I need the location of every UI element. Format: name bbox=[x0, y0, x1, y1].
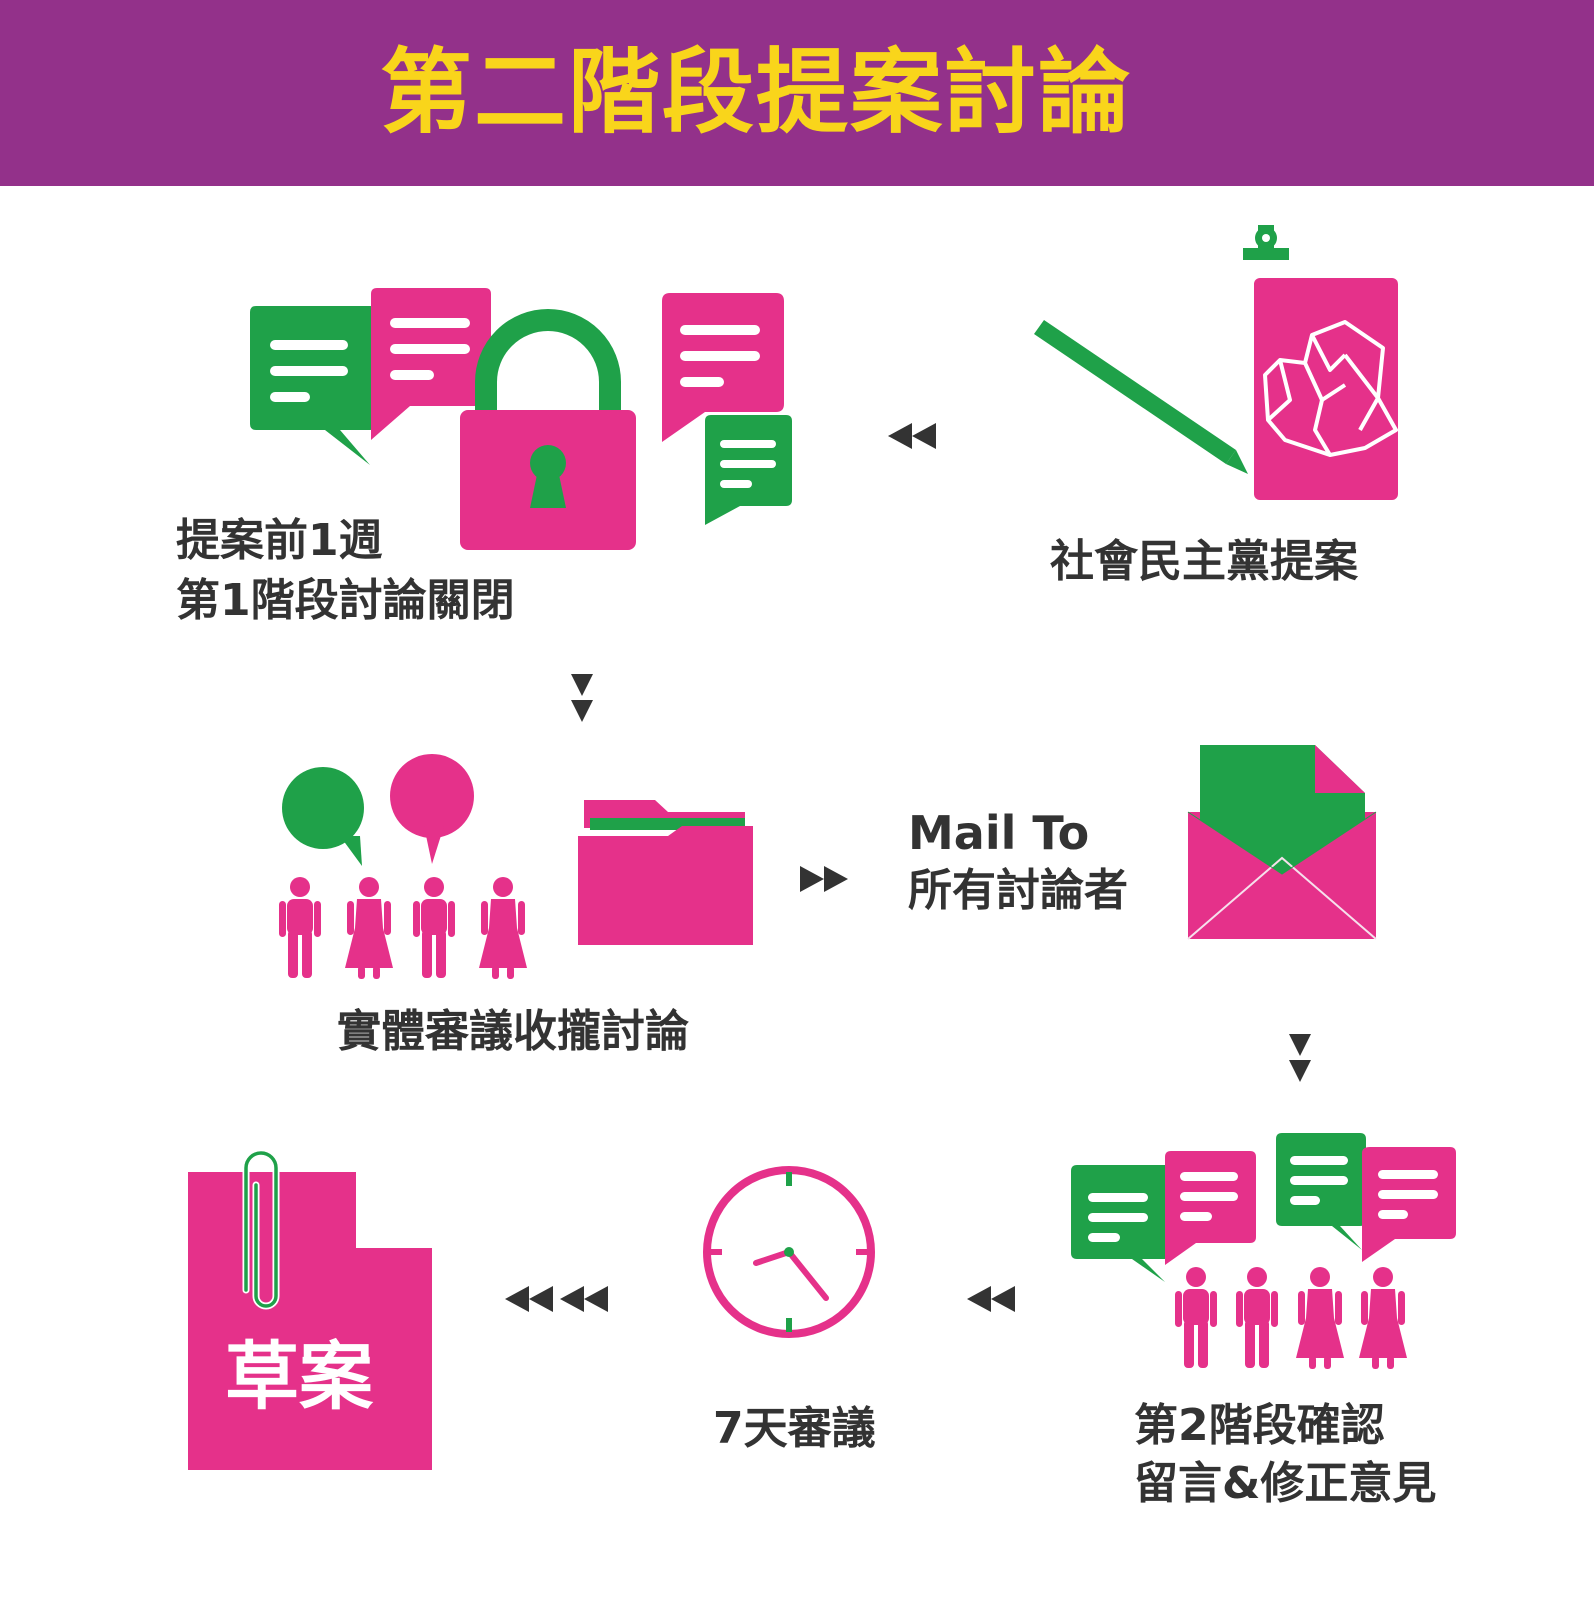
arrow-down-double bbox=[571, 674, 593, 722]
page-title: 第二階段提案討論 bbox=[380, 39, 1133, 146]
draft-label: 草案 bbox=[225, 1334, 374, 1420]
rose-icon bbox=[1263, 320, 1398, 457]
arrow-right-double bbox=[800, 866, 848, 892]
speech-bubble-icon bbox=[390, 754, 474, 864]
step-review-days-label: 7天審議 bbox=[713, 1403, 876, 1454]
step-stage2-line2: 留言&修正意見 bbox=[1134, 1458, 1437, 1509]
clock-icon bbox=[703, 1166, 875, 1338]
chat-bubble-icon bbox=[662, 293, 784, 442]
person-icon bbox=[1359, 1267, 1407, 1369]
chat-bubble-icon bbox=[705, 415, 792, 525]
person-icon bbox=[413, 877, 455, 978]
chat-bubble-icon bbox=[250, 306, 376, 465]
chat-bubble-icon bbox=[1276, 1133, 1366, 1250]
arrow-left-double bbox=[967, 1286, 1015, 1312]
step-stage2-line1: 第2階段確認 bbox=[1134, 1400, 1385, 1451]
step-close-stage1-line1: 提案前1週 bbox=[176, 515, 383, 566]
draft-document-icon: 草案 bbox=[188, 1149, 432, 1470]
arrow-down-double bbox=[1289, 1034, 1311, 1082]
chat-bubble-icon bbox=[371, 288, 491, 440]
step-mail-line1: Mail To bbox=[908, 806, 1090, 860]
chat-bubble-icon bbox=[1362, 1147, 1456, 1262]
step-close-stage1-line2: 第1階段討論關閉 bbox=[176, 575, 515, 626]
arrow-left-double bbox=[888, 423, 936, 449]
arrow-left-quad bbox=[505, 1286, 608, 1312]
proposal-illustration bbox=[1034, 225, 1398, 500]
person-icon bbox=[345, 877, 393, 979]
people-discussion-illustration bbox=[279, 754, 753, 979]
pen-icon bbox=[1034, 320, 1236, 464]
person-icon bbox=[479, 877, 527, 979]
paperclip-icon bbox=[242, 1149, 280, 1310]
step-mail-line2: 所有討論者 bbox=[908, 865, 1128, 916]
folder-icon bbox=[578, 800, 753, 945]
lock-chat-illustration bbox=[250, 288, 792, 550]
lock-icon bbox=[460, 309, 636, 550]
step-proposal-label: 社會民主黨提案 bbox=[1050, 536, 1358, 587]
step-offline-review-label: 實體審議收攏討論 bbox=[337, 1006, 689, 1057]
chat-bubble-icon bbox=[1165, 1151, 1256, 1265]
person-icon bbox=[1175, 1267, 1217, 1368]
header-bar: 第二階段提案討論 bbox=[0, 0, 1594, 186]
person-icon bbox=[279, 877, 321, 978]
person-icon bbox=[1236, 1267, 1278, 1368]
person-icon bbox=[1296, 1267, 1344, 1369]
speech-bubble-icon bbox=[282, 767, 364, 866]
chat-bubble-icon bbox=[1071, 1165, 1171, 1282]
stage2-discussion-illustration bbox=[1071, 1133, 1456, 1369]
envelope-icon bbox=[1187, 745, 1377, 940]
